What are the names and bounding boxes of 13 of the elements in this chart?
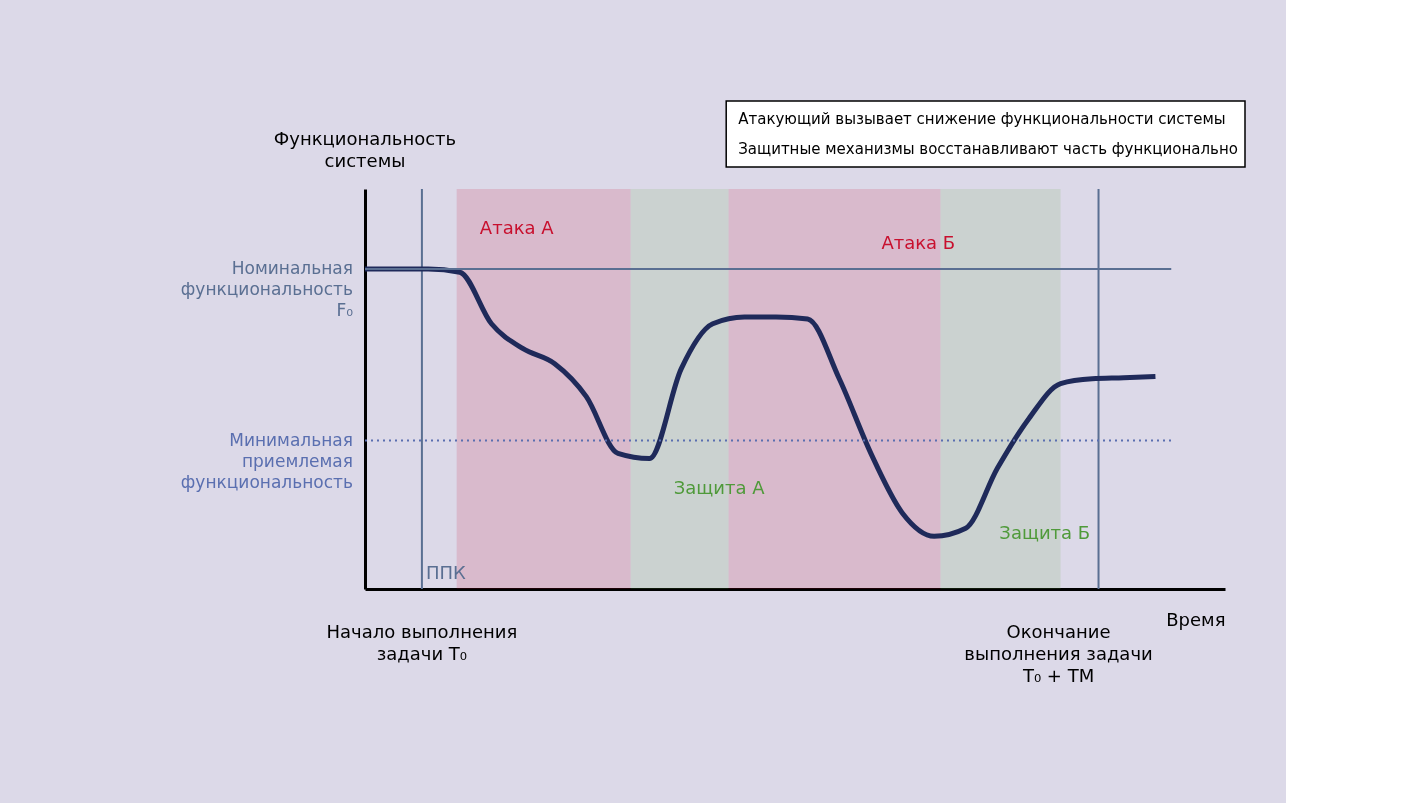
text: Начало выполнения задачи T₀ [326,621,518,664]
text: Функциональность системы [273,128,457,171]
annotation: Защита А [673,477,766,498]
ref-line-label: Номинальная функциональность F₀ [180,258,354,320]
text: Окончание выполнения задачи T₀ + TM [964,621,1153,686]
ref-line-label: Минимальная приемлемая функциональность [180,429,353,492]
text: Атака Б [881,232,956,253]
annotation: ППК [425,562,466,583]
text: Атака А [479,217,555,238]
text: Атакующий вызывает снижение функциональности системы [738,110,1226,128]
annotation: Защита Б [999,522,1091,543]
x-axis-title: Время [1166,608,1226,630]
text: Защитные механизмы восстанавливают часть функционально [738,140,1238,158]
